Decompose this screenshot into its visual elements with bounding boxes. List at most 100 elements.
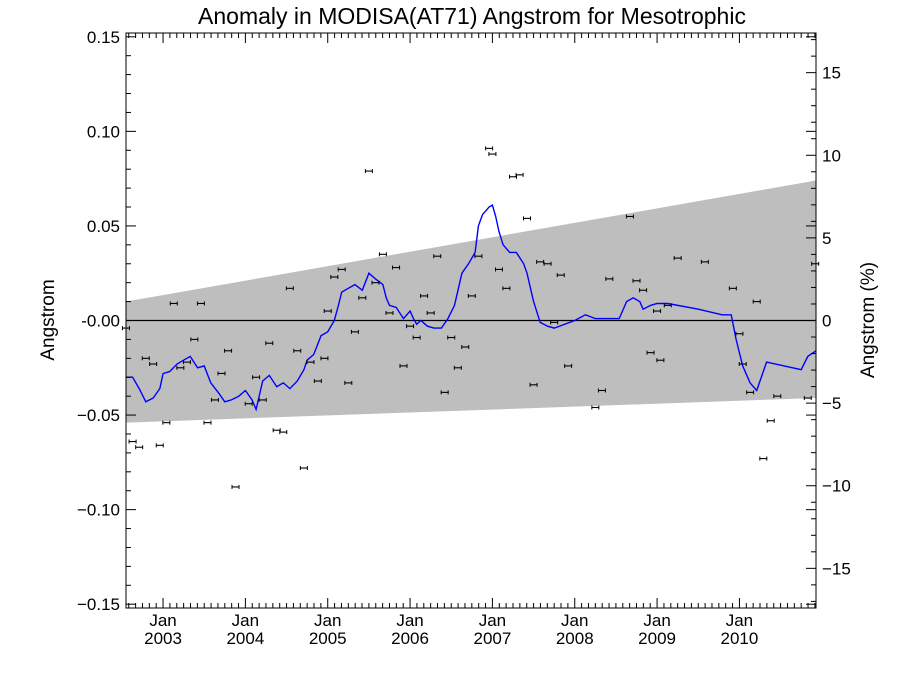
data-point: [426, 310, 435, 315]
y-tick-label-left: −0.10: [77, 501, 120, 520]
x-tick-label-month: Jan: [726, 611, 753, 630]
data-point: [258, 397, 267, 402]
data-point: [752, 299, 761, 304]
y-axis-label-left: Angstrom: [38, 279, 59, 360]
data-point: [320, 356, 329, 361]
data-point: [597, 388, 606, 393]
data-point: [141, 356, 150, 361]
data-point: [323, 309, 332, 314]
data-point: [653, 309, 662, 314]
data-point: [330, 274, 339, 279]
x-tick-label-year: 2007: [473, 629, 511, 648]
data-point: [406, 324, 415, 329]
y-axis-label-right: Angstrom (%): [858, 262, 879, 378]
axes: −0.15 −0.10 −0.05 -0.00 0.05 0.10 0.15 −15 −10 −5…: [77, 28, 851, 648]
data-point: [128, 439, 137, 444]
data-point: [447, 335, 456, 340]
data-point: [350, 329, 359, 334]
data-point: [169, 301, 178, 306]
data-point: [313, 379, 322, 384]
data-point: [522, 216, 531, 221]
data-point: [190, 337, 199, 342]
y-tick-label-right: 10: [822, 146, 841, 165]
data-point: [440, 390, 449, 395]
chart-title: Anomaly in MODISA(AT71) Angstrom for Mes…: [198, 3, 746, 29]
data-point: [196, 301, 205, 306]
data-point: [135, 445, 144, 450]
data-point: [773, 394, 782, 399]
data-point: [224, 348, 233, 353]
y-tick-label-right: 15: [822, 64, 841, 83]
data-point: [420, 293, 429, 298]
y-tick-label-left: -0.00: [81, 312, 120, 331]
data-point: [656, 358, 665, 363]
data-point: [149, 362, 158, 367]
x-tick-label-year: 2004: [226, 629, 264, 648]
data-point: [176, 365, 185, 370]
data-point: [231, 484, 240, 489]
x-tick-label-year: 2009: [638, 629, 676, 648]
data-point: [279, 430, 288, 435]
smoothed-line-series: [126, 204, 817, 412]
data-point: [515, 172, 524, 177]
data-point: [385, 310, 394, 315]
x-tick-label-year: 2006: [391, 629, 429, 648]
data-point: [474, 254, 483, 259]
data-point: [433, 254, 442, 259]
y-tick-label-left: 0.15: [87, 28, 120, 47]
data-point: [358, 295, 367, 300]
monthly-points-series: [122, 146, 820, 489]
data-point: [632, 278, 641, 283]
data-point: [759, 456, 768, 461]
y-tick-label-right: 0: [822, 312, 831, 331]
data-point: [337, 267, 346, 272]
y-tick-label-right: −5: [822, 394, 841, 413]
data-point: [244, 401, 253, 406]
y-tick-label-right: −10: [822, 477, 851, 496]
x-tick-label-year: 2005: [309, 629, 347, 648]
smoothed-line: [126, 204, 817, 412]
data-point: [494, 267, 503, 272]
data-point: [265, 341, 274, 346]
data-point: [543, 261, 552, 266]
data-point: [502, 286, 511, 291]
data-point: [378, 252, 387, 257]
data-point: [293, 348, 302, 353]
data-point: [252, 375, 261, 380]
y-tick-label-right: −15: [822, 559, 851, 578]
data-point: [344, 380, 353, 385]
data-point: [550, 320, 559, 325]
x-tick-label-year: 2003: [144, 629, 182, 648]
data-point: [306, 360, 315, 365]
data-point: [700, 259, 709, 264]
data-point: [467, 293, 476, 298]
data-point: [217, 371, 226, 376]
data-point: [625, 214, 634, 219]
data-point: [453, 365, 462, 370]
data-point: [605, 276, 614, 281]
data-point: [738, 362, 747, 367]
y-tick-label-left: −0.15: [77, 595, 120, 614]
data-point: [639, 288, 648, 293]
data-point: [556, 273, 565, 278]
y-tick-label-left: 0.05: [87, 217, 120, 236]
data-point: [364, 169, 373, 174]
band-area: [126, 180, 816, 423]
x-tick-label-year: 2010: [721, 629, 759, 648]
data-point: [735, 331, 744, 336]
data-point: [182, 360, 191, 365]
y-tick-label-left: 0.10: [87, 122, 120, 141]
data-point: [155, 443, 164, 448]
x-tick-label-month: Jan: [643, 611, 670, 630]
y-tick-label-right: 5: [822, 229, 831, 248]
data-point: [811, 261, 820, 266]
data-point: [746, 390, 755, 395]
data-point: [591, 405, 600, 410]
x-tick-label-month: Jan: [149, 611, 176, 630]
data-point: [412, 335, 421, 340]
data-point: [663, 303, 672, 308]
y-tick-label-left: −0.05: [77, 406, 120, 425]
x-tick-label-month: Jan: [314, 611, 341, 630]
data-point: [392, 265, 401, 270]
